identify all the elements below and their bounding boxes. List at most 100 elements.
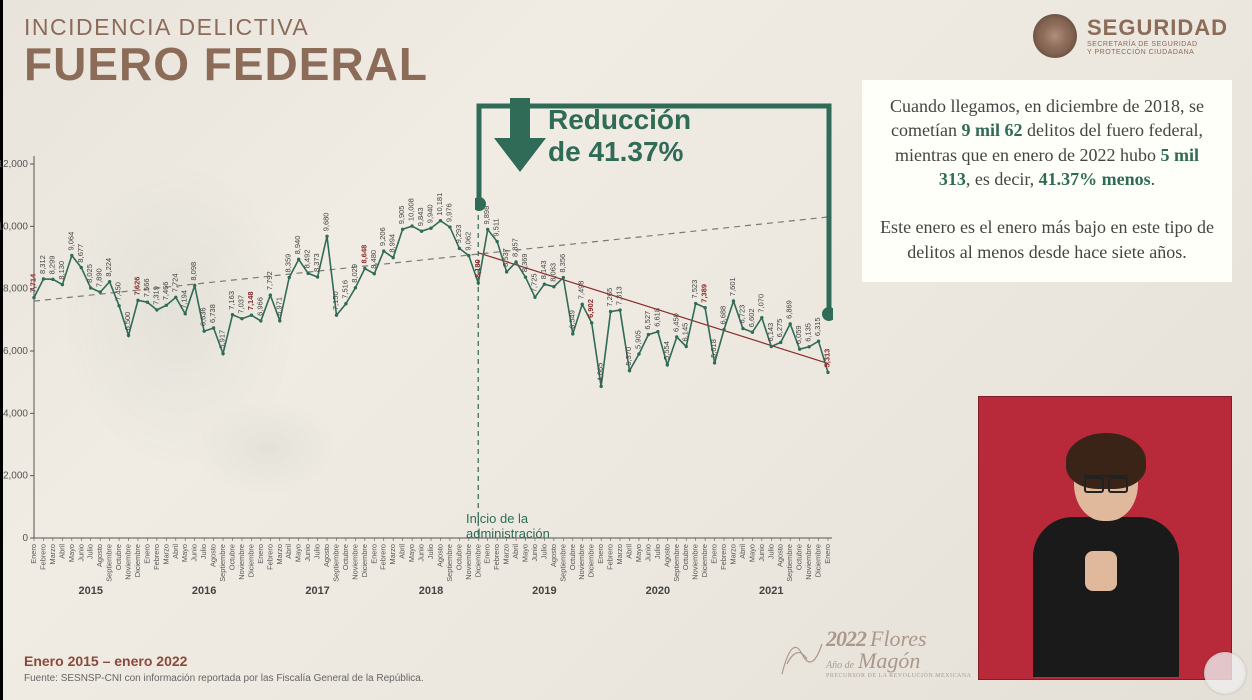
footer: Enero 2015 – enero 2022 Fuente: SESNSP-C… (24, 653, 424, 684)
svg-text:8,373: 8,373 (312, 253, 321, 272)
svg-text:6,143: 6,143 (766, 323, 775, 342)
info-panel: Cuando llegamos, en diciembre de 2018, s… (862, 80, 1232, 282)
svg-text:2019: 2019 (532, 585, 556, 597)
svg-text:Septiembre: Septiembre (445, 544, 454, 582)
stamp-sub: PRECURSOR DE LA REVOLUCIÓN MEXICANA (826, 673, 972, 679)
svg-text:Enero: Enero (823, 544, 832, 564)
svg-text:9,940: 9,940 (426, 204, 435, 223)
svg-text:Octubre: Octubre (454, 544, 463, 570)
svg-text:8,356: 8,356 (558, 254, 567, 273)
brand-sub2: Y PROTECCIÓN CIUDADANA (1087, 49, 1228, 57)
year-commemorative-stamp: 2022 Flores Año de Magón PRECURSOR DE LA… (772, 624, 972, 684)
source-text: Fuente: SESNSP-CNI con información repor… (24, 673, 424, 684)
svg-text:7,516: 7,516 (340, 280, 349, 299)
brand-logo: SEGURIDAD SECRETARÍA DE SEGURIDAD Y PROT… (1033, 14, 1228, 58)
svg-text:Junio: Junio (76, 544, 85, 562)
svg-text:6,450: 6,450 (671, 313, 680, 332)
svg-text:7,194: 7,194 (180, 290, 189, 309)
svg-text:6,275: 6,275 (775, 319, 784, 338)
stamp-ano: Año de (826, 660, 854, 671)
svg-text:6,869: 6,869 (785, 300, 794, 319)
svg-text:Febrero: Febrero (719, 544, 728, 570)
svg-text:Diciembre: Diciembre (587, 544, 596, 577)
svg-text:9,293: 9,293 (454, 225, 463, 244)
svg-text:8,029: 8,029 (350, 264, 359, 283)
svg-text:7,626: 7,626 (132, 277, 141, 296)
svg-text:Enero: Enero (483, 544, 492, 564)
svg-text:Agosto: Agosto (776, 544, 785, 567)
svg-text:7,313: 7,313 (615, 286, 624, 305)
svg-text:2015: 2015 (78, 585, 102, 597)
svg-text:9,511: 9,511 (492, 218, 501, 236)
svg-text:7,890: 7,890 (95, 268, 104, 287)
svg-text:Febrero: Febrero (152, 544, 161, 570)
svg-text:Abril: Abril (57, 544, 66, 559)
svg-text:6,602: 6,602 (747, 308, 756, 327)
svg-text:7,319: 7,319 (151, 286, 160, 305)
down-arrow-icon (494, 98, 546, 172)
svg-text:Julio: Julio (426, 544, 435, 559)
svg-text:5,370: 5,370 (624, 347, 633, 366)
chart-container: 02,0004,0006,0008,00010,00012,0007,7148,… (0, 120, 840, 600)
reduction-callout: Reducción de 41.37% (548, 104, 691, 168)
svg-text:Agosto: Agosto (95, 544, 104, 567)
admin-start-l1: Inicio de la (466, 512, 550, 527)
svg-text:Octubre: Octubre (795, 544, 804, 570)
svg-text:Junio: Junio (530, 544, 539, 562)
svg-text:7,150: 7,150 (331, 291, 340, 310)
svg-text:Octubre: Octubre (341, 544, 350, 570)
svg-text:2020: 2020 (646, 585, 670, 597)
svg-text:Julio: Julio (766, 544, 775, 559)
svg-text:6,315: 6,315 (813, 317, 822, 336)
svg-text:Septiembre: Septiembre (218, 544, 227, 582)
sign-language-interpreter (978, 396, 1232, 680)
svg-text:Abril: Abril (511, 544, 520, 559)
svg-text:Noviembre: Noviembre (691, 544, 700, 580)
brand-text: SEGURIDAD SECRETARÍA DE SEGURIDAD Y PROT… (1087, 15, 1228, 56)
svg-text:8,143: 8,143 (539, 260, 548, 279)
svg-text:Octubre: Octubre (228, 544, 237, 570)
svg-text:Diciembre: Diciembre (133, 544, 142, 577)
svg-text:9,976: 9,976 (444, 203, 453, 222)
title-block: INCIDENCIA DELICTIVA FUERO FEDERAL (24, 14, 428, 87)
svg-text:Febrero: Febrero (379, 544, 388, 570)
svg-text:Marzo: Marzo (728, 544, 737, 565)
svg-text:7,450: 7,450 (114, 282, 123, 301)
svg-text:Agosto: Agosto (435, 544, 444, 567)
admin-start-l2: administración (466, 527, 550, 542)
svg-text:Junio: Junio (757, 544, 766, 562)
svg-text:Noviembre: Noviembre (804, 544, 813, 580)
svg-text:Septiembre: Septiembre (105, 544, 114, 582)
svg-text:Enero: Enero (256, 544, 265, 564)
svg-text:7,523: 7,523 (690, 280, 699, 299)
svg-text:8,369: 8,369 (520, 253, 529, 272)
svg-text:8,312: 8,312 (38, 255, 47, 274)
svg-text:8,063: 8,063 (548, 263, 557, 282)
svg-text:Mayo: Mayo (294, 544, 303, 562)
svg-text:8,537: 8,537 (501, 248, 510, 267)
svg-text:10,000: 10,000 (0, 221, 28, 232)
svg-text:Mayo: Mayo (180, 544, 189, 562)
svg-text:Marzo: Marzo (502, 544, 511, 565)
svg-text:8,940: 8,940 (293, 236, 302, 255)
svg-text:Junio: Junio (303, 544, 312, 562)
svg-text:Marzo: Marzo (48, 544, 57, 565)
svg-text:9,064: 9,064 (66, 232, 75, 251)
svg-text:6,135: 6,135 (804, 323, 813, 342)
svg-text:7,714: 7,714 (29, 273, 38, 293)
svg-text:6,966: 6,966 (255, 297, 264, 316)
svg-text:2017: 2017 (305, 585, 329, 597)
svg-text:12,000: 12,000 (0, 159, 28, 170)
svg-text:7,724: 7,724 (170, 273, 179, 292)
svg-text:Diciembre: Diciembre (473, 544, 482, 577)
svg-text:7,725: 7,725 (529, 273, 538, 292)
svg-text:Abril: Abril (171, 544, 180, 559)
svg-text:8,994: 8,994 (388, 234, 397, 253)
brand-name: SEGURIDAD (1087, 15, 1228, 41)
svg-text:2016: 2016 (192, 585, 216, 597)
svg-text:Noviembre: Noviembre (464, 544, 473, 580)
svg-text:6,971: 6,971 (274, 297, 283, 316)
svg-text:Abril: Abril (398, 544, 407, 559)
svg-text:2021: 2021 (759, 585, 783, 597)
stamp-portrait-icon (772, 624, 830, 682)
